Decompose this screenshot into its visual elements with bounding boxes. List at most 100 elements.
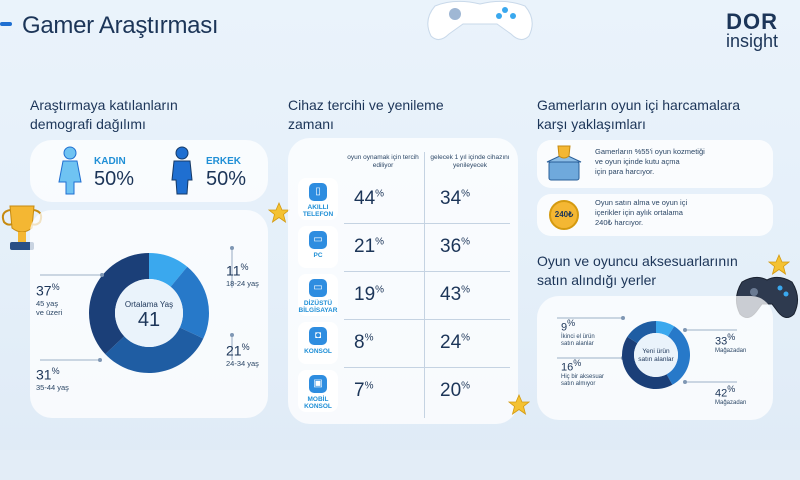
place-store-2-value: 42: [715, 387, 728, 400]
places-center-line1: Yeni ürün: [642, 348, 670, 355]
device-label: PC: [313, 252, 323, 259]
laptop-icon: ▭: [309, 279, 327, 297]
age-donut-chart: [88, 253, 209, 373]
female-pct: 50%: [94, 168, 135, 190]
mobile-console-icon: ▣: [309, 375, 327, 393]
col-header-renew: gelecek 1 yıl içinde cihazını yenileyece…: [430, 154, 510, 170]
pct-value: 7: [354, 380, 365, 401]
brand-logo: DOR insight: [725, 11, 778, 51]
spending-heading-line2: karşı yaklaşımları: [537, 115, 646, 132]
places-donut-chart: [622, 321, 690, 389]
loot-box-icon: [546, 145, 582, 181]
places-center-line2: satın alanlar: [638, 355, 674, 363]
place-store-1-value: 33: [715, 335, 728, 348]
spending-item-1-line2: ve oyun içinde kutu açma: [595, 156, 680, 166]
pct-symbol: %: [461, 236, 471, 248]
spending-heading: Gamerların oyun içi harcamalara karşı ya…: [537, 96, 740, 134]
device-row-card: ▭ DİZÜSTÜ BİLGİSAYAR: [298, 274, 338, 316]
place-none-label: Hiç bir aksesuar satın almıyor: [561, 374, 604, 388]
device-row-card: ◘ KONSOL: [298, 322, 338, 364]
devices-heading-line2: zamanı: [288, 115, 334, 132]
pct-symbol: %: [461, 332, 471, 344]
device-row-card: ▣ MOBİL KONSOL: [298, 370, 338, 412]
device-label: MOBİL KONSOL: [304, 396, 332, 411]
pct-symbol: %: [461, 284, 471, 296]
age-group-35-44: 31% 35-44 yaş: [36, 366, 69, 392]
place-none: 16% Hiç bir aksesuar satın almıyor: [561, 358, 604, 388]
spending-item-1-text: Gamerların %55'i oyun kozmetiği ve oyun …: [595, 147, 705, 176]
pct-symbol: %: [573, 358, 582, 368]
pct-symbol: %: [241, 342, 250, 352]
age-donut-segment-0: [149, 253, 188, 287]
spending-item-2: 240₺ Oyun satın alma ve oyun içi içerikl…: [537, 194, 773, 236]
preferred-pct: 21%: [354, 236, 384, 258]
pct-symbol: %: [364, 332, 374, 344]
age-donut-segment-3: [88, 253, 149, 355]
pct-value: 20: [440, 380, 462, 401]
coin-badge: 240₺: [549, 200, 579, 230]
pct-symbol: %: [51, 366, 60, 376]
pct-value: 21: [354, 236, 376, 257]
spending-heading-line1: Gamerların oyun içi harcamalara: [537, 97, 741, 113]
male-label: ERKEK: [206, 156, 242, 167]
places-heading-line1: Oyun ve oyuncu aksesuarlarının: [537, 253, 738, 269]
place-store-2-label: Mağazadan: [715, 399, 747, 406]
pct-value: 44: [354, 188, 376, 209]
place-store-1: 33% Mağazadan: [715, 332, 746, 355]
place-secondhand-line1: İkinci el ürün: [561, 333, 595, 340]
place-none-line1: Hiç bir aksesuar: [561, 373, 605, 380]
place-none-value: 16: [561, 361, 574, 374]
pct-symbol: %: [375, 236, 385, 248]
age-24-34-value: 21: [226, 342, 242, 359]
places-donut-segment-0: [656, 321, 675, 337]
pct-symbol: %: [567, 318, 576, 328]
spending-item-2-line3: 240₺ harcıyor.: [595, 217, 644, 227]
preferred-pct: 8%: [354, 332, 373, 354]
spending-item-1-line1: Gamerların %55'i oyun kozmetiği: [595, 147, 705, 156]
devices-heading: Cihaz tercihi ve yenileme zamanı: [288, 96, 444, 134]
donut-center-label: Ortalama Yaş: [124, 300, 174, 309]
renew-pct: 20%: [440, 380, 470, 402]
title-accent-bar: [0, 22, 12, 26]
places-heading-line2: satın alındığı yerler: [537, 271, 657, 288]
renew-pct: 34%: [440, 188, 470, 210]
age-group-45plus: 37% 45 yaş ve üzeri: [36, 282, 66, 317]
device-label: AKILLI TELEFON: [302, 204, 334, 219]
star-icon: [508, 394, 530, 415]
age-45plus-value: 37: [36, 282, 52, 299]
place-secondhand-label: İkinci el ürün satın alanlar: [561, 334, 595, 348]
place-store-2: 42% Mağazadan: [715, 384, 746, 407]
demographics-heading-line1: Araştırmaya katılanların: [30, 97, 178, 113]
device-label: DİZÜSTÜ BİLGİSAYAR: [298, 300, 338, 315]
gamepad-icon: [427, 0, 533, 40]
smartphone-icon: ▯: [309, 183, 327, 201]
place-secondhand-value: 9: [561, 321, 568, 334]
col-header-preferred: oyun oynamak için tercih ediliyor: [347, 154, 419, 170]
pct-symbol: %: [51, 282, 60, 292]
preferred-pct: 7%: [354, 380, 373, 402]
console-icon: ◘: [309, 327, 327, 345]
place-store-1-label: Mağazadan: [715, 347, 747, 354]
pct-value: 24: [440, 332, 462, 353]
pct-symbol: %: [461, 380, 471, 392]
spending-item-2-text: Oyun satın alma ve oyun içi içerikler iç…: [595, 198, 687, 227]
pct-value: 43: [440, 284, 462, 305]
female-label: KADIN: [94, 156, 126, 167]
donut-center-value: 41: [137, 309, 161, 331]
place-secondhand: 9% İkinci el ürün satın alanlar: [561, 318, 595, 348]
logo-line2: insight: [725, 30, 778, 51]
places-card: Yeni ürün satın alanlar 9% İkinci el ürü…: [537, 296, 773, 420]
renew-pct: 36%: [440, 236, 470, 258]
bottom-strip: [0, 450, 800, 480]
pct-value: 34: [440, 188, 462, 209]
age-group-24-34: 21% 24-34 yaş: [226, 342, 259, 368]
age-donut-segment-2: [105, 327, 204, 373]
gender-card: KADIN 50% ERKEK 50%: [30, 140, 268, 202]
age-24-34-label: 24-34 yaş: [226, 358, 259, 368]
place-none-line2: satın almıyor: [561, 380, 596, 387]
places-donut-segment-3: [627, 321, 656, 344]
pct-symbol: %: [727, 332, 736, 342]
age-45plus-label: 45 yaş ve üzeri: [36, 298, 63, 317]
age-donut-segment-1: [170, 266, 209, 339]
pct-symbol: %: [240, 262, 249, 272]
